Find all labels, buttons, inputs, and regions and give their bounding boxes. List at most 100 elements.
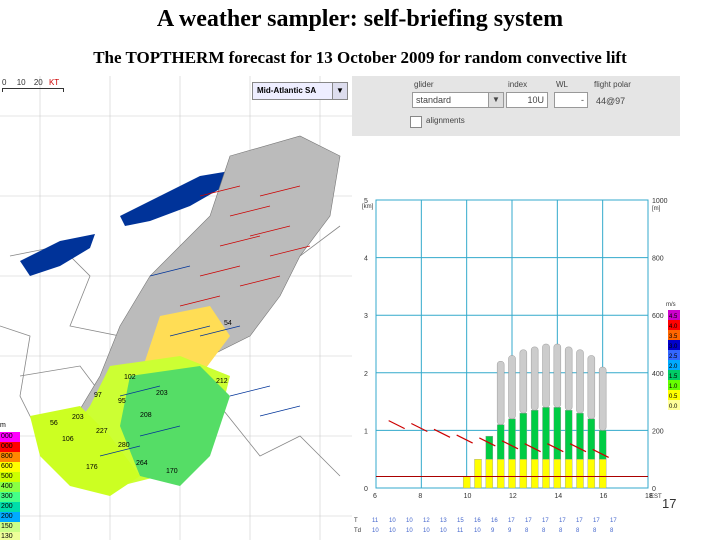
y2-tick-label: 1000 xyxy=(652,198,668,205)
bar-low xyxy=(496,459,505,489)
index-field-value: 10U xyxy=(527,95,544,105)
bar-low xyxy=(564,459,573,489)
right-legend-swatch xyxy=(668,310,680,320)
row-Td-value: 8 xyxy=(593,528,597,534)
height-legend-swatch: 300 xyxy=(0,492,20,502)
cloud-column xyxy=(519,349,528,414)
map-cell-label: 170 xyxy=(166,468,178,475)
cloud-column xyxy=(542,343,550,408)
y-tick-label: 4 xyxy=(364,256,368,263)
wind-barb xyxy=(569,443,587,453)
glider-toolbar: glider standard ▼ index 10U WL - flight … xyxy=(352,76,680,136)
bar-low xyxy=(530,459,539,489)
y2-tick-label: 0 xyxy=(652,486,656,493)
map-cell-label: 102 xyxy=(124,374,136,381)
right-legend-label: 1.0 xyxy=(669,384,678,390)
y-tick-label: 2 xyxy=(364,371,368,378)
right-legend-label: 3.0 xyxy=(669,344,678,350)
cloud-column xyxy=(508,355,516,420)
forecast-map[interactable]: 0 10 20 KT Mid-Atlantic SA ▼ 54 102 97 95 20… xyxy=(0,76,352,540)
right-legend-label: 0.5 xyxy=(669,394,678,400)
right-legend-swatch xyxy=(668,330,680,340)
page-number: 17 xyxy=(662,496,677,511)
wind-barb xyxy=(433,428,451,438)
glider-select[interactable]: standard ▼ xyxy=(412,92,504,108)
map-cell-label: 203 xyxy=(156,390,168,397)
height-legend-swatch: 500 xyxy=(0,472,20,482)
map-cell-label: 212 xyxy=(216,378,228,385)
right-legend-swatch xyxy=(668,340,680,350)
y-axis-label: [km] xyxy=(362,204,374,210)
chart-svg: 6 8 10 12 14 16 18EST01234502004006008001000[k… xyxy=(354,198,680,534)
height-legend-swatch: 200 xyxy=(0,512,20,522)
right-legend-swatch xyxy=(668,380,680,390)
row-T-value: 17 xyxy=(593,518,600,524)
green-region xyxy=(120,366,230,486)
wl-field[interactable]: - xyxy=(554,92,588,108)
bar-low xyxy=(462,476,471,489)
right-legend-label: 0.0 xyxy=(669,404,678,410)
right-legend-label: 2.5 xyxy=(669,354,678,360)
row-Td-value: 8 xyxy=(576,528,580,534)
height-legend-swatch: 600 xyxy=(0,462,20,472)
region-select-value: Mid-Atlantic SA xyxy=(257,86,317,95)
y2-axis-label: [m] xyxy=(652,206,661,212)
y-tick-label: 0 xyxy=(364,486,368,493)
row-Td-value: 8 xyxy=(542,528,546,534)
cloud-column xyxy=(496,361,505,425)
row-Td-value: 10 xyxy=(372,528,379,534)
height-legend: m 00000080060050040030020020015013010050 xyxy=(0,422,20,540)
bar-mid xyxy=(587,418,596,460)
row-T-value: 10 xyxy=(389,518,396,524)
scale-label-20: 20 xyxy=(33,78,43,87)
row-T-value: 17 xyxy=(559,518,566,524)
scale-label-unit: KT xyxy=(48,78,60,87)
bar-low xyxy=(587,459,596,489)
bar-low xyxy=(519,459,528,489)
bar-low xyxy=(576,459,584,489)
bar-low xyxy=(474,459,482,489)
map-cell-label: 203 xyxy=(72,414,84,421)
row-Td-value: 8 xyxy=(559,528,563,534)
chevron-down-icon[interactable]: ▼ xyxy=(332,83,347,99)
alignments-checkbox[interactable] xyxy=(410,116,422,128)
polar-value: 44@97 xyxy=(596,96,626,106)
wind-barb xyxy=(411,422,428,433)
row-T-value: 17 xyxy=(610,518,617,524)
region-select[interactable]: Mid-Atlantic SA ▼ xyxy=(252,82,348,100)
chevron-down-icon[interactable]: ▼ xyxy=(488,93,503,107)
bar-low xyxy=(553,459,562,489)
row-Td-value: 8 xyxy=(525,528,529,534)
bar-mid xyxy=(542,407,550,460)
bar-mid xyxy=(564,410,573,460)
row-Td-value: 10 xyxy=(440,528,447,534)
row-T-value: 16 xyxy=(491,518,498,524)
y2-tick-label: 200 xyxy=(652,428,664,435)
row-T-value: 13 xyxy=(440,518,447,524)
row-Td-value: 10 xyxy=(423,528,430,534)
height-legend-swatch: 000 xyxy=(0,442,20,452)
bar-mid xyxy=(530,410,539,460)
right-legend-label: 4.5 xyxy=(669,314,678,320)
x-tick-label: 14 xyxy=(554,493,562,500)
y2-tick-label: 400 xyxy=(652,371,664,378)
right-legend-swatch xyxy=(668,350,680,360)
height-legend-swatch: 800 xyxy=(0,452,20,462)
bar-mid xyxy=(576,412,584,460)
y-tick-label: 3 xyxy=(364,313,368,320)
bar-mid xyxy=(553,407,562,460)
right-legend-swatch xyxy=(668,390,680,400)
glider-label: glider xyxy=(414,80,434,89)
right-legend-swatch xyxy=(668,370,680,380)
wl-field-value: - xyxy=(581,95,584,105)
row-T-value: 11 xyxy=(372,518,379,524)
map-cell-label: 54 xyxy=(224,320,232,327)
cloud-column xyxy=(576,349,584,414)
x-tick-label: 6 xyxy=(373,493,377,500)
index-field[interactable]: 10U xyxy=(506,92,548,108)
map-cell-label: 280 xyxy=(118,442,130,449)
lake-erie xyxy=(120,171,230,226)
wind-barb xyxy=(456,434,473,444)
right-legend-swatch xyxy=(668,320,680,330)
x-tick-label: 18 xyxy=(645,493,653,500)
